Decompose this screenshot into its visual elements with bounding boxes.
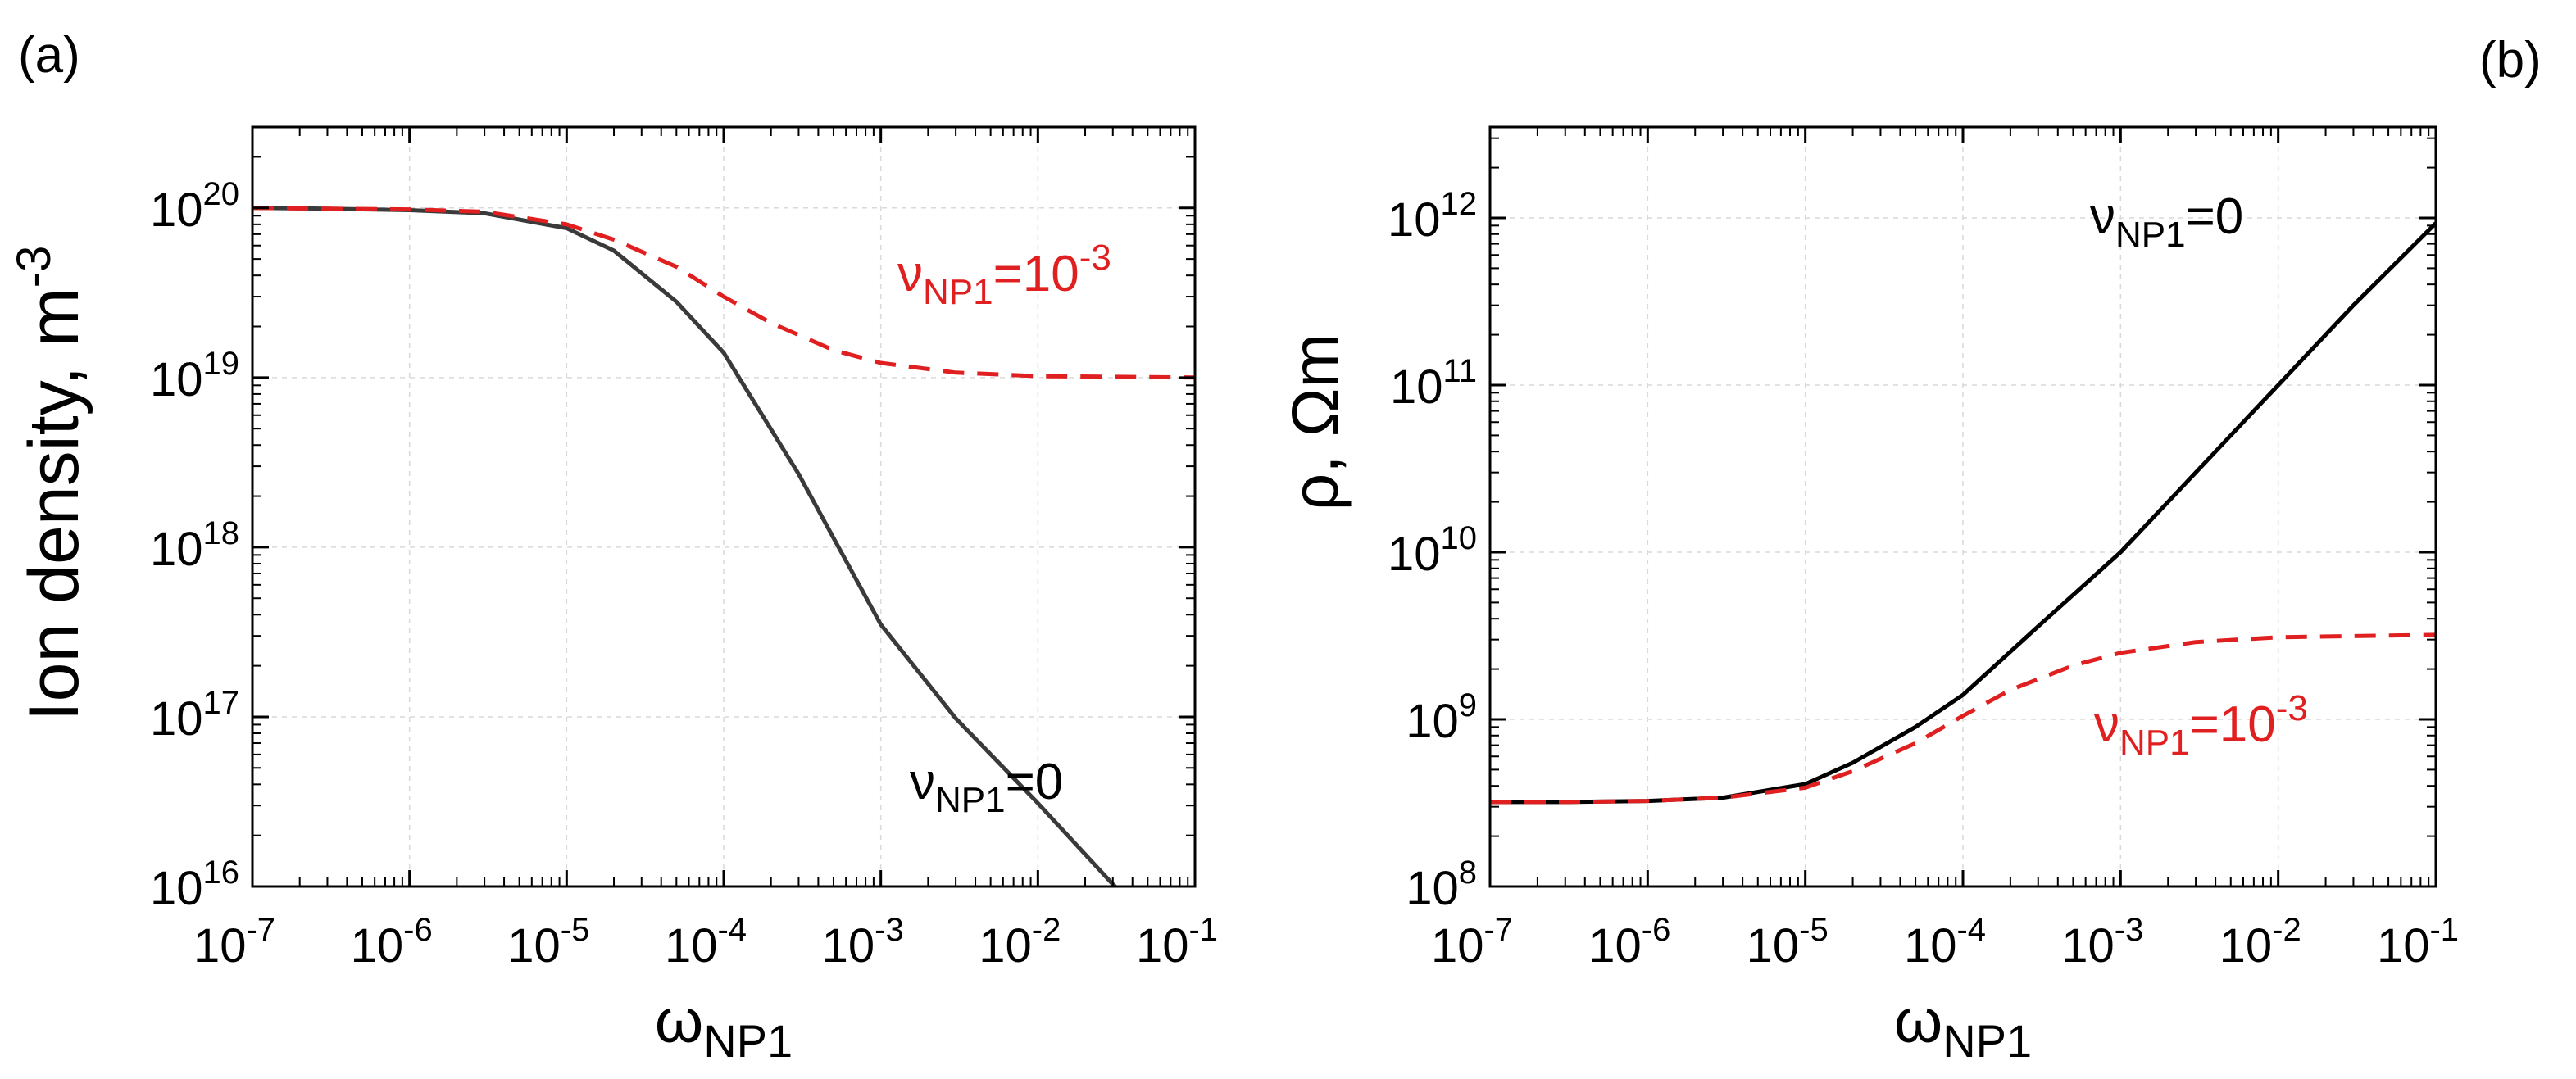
annotation-nu-0: νNP1=0 xyxy=(910,754,1063,820)
y-tick-label: 1012 xyxy=(1388,186,1477,247)
y-tick-label: 1016 xyxy=(150,855,239,915)
plot-frame xyxy=(1488,125,2437,888)
series-nu-0-line xyxy=(252,206,1118,886)
x-axis-label: ωNP1 xyxy=(655,986,793,1067)
x-tick-label: 10-2 xyxy=(979,912,1061,972)
y-tick-label: 109 xyxy=(1406,687,1477,748)
series-nu-1e-3-line xyxy=(1490,632,2436,805)
panel-a-label: (a) xyxy=(18,27,80,84)
x-tick-label: 10-3 xyxy=(822,912,904,972)
y-axis-label: ρ, Ωm xyxy=(1279,333,1352,510)
y-tick-label: 1011 xyxy=(1390,353,1477,414)
annotation-nu-0: νNP1=0 xyxy=(2090,188,2243,255)
x-tick-label: 10-7 xyxy=(1431,912,1513,972)
y-tick-label: 108 xyxy=(1406,855,1477,915)
series-nu-1e-3-line xyxy=(252,206,1195,380)
x-tick-label: 10-7 xyxy=(193,912,275,972)
y-tick-label: 1010 xyxy=(1388,520,1477,581)
y-tick-label: 1019 xyxy=(150,346,239,406)
series-nu-0-line xyxy=(1490,221,2436,805)
annotation-nu-1e-3: νNP1=10-3 xyxy=(2094,688,2308,763)
x-tick-label: 10-1 xyxy=(2377,912,2459,972)
x-tick-label: 10-3 xyxy=(2061,912,2143,972)
y-tick-label: 1020 xyxy=(150,176,239,237)
x-tick-label: 10-4 xyxy=(1904,912,1986,972)
x-tick-label: 10-5 xyxy=(1747,912,1829,972)
y-axis-label: Ion density, m-3 xyxy=(7,246,93,722)
x-axis-label: ωNP1 xyxy=(1894,986,2032,1067)
x-tick-label: 10-5 xyxy=(507,912,589,972)
x-tick-label: 10-6 xyxy=(1588,912,1670,972)
panel-a-chart: 10-7 10-6 10-5 10-4 10-3 10-2 10-1 1016 1017 1018… xyxy=(7,125,1218,1067)
annotation-nu-1e-3: νNP1=10-3 xyxy=(897,238,1111,312)
y-tick-label: 1017 xyxy=(150,685,239,746)
y-tick-label: 1018 xyxy=(150,515,239,576)
panel-b-chart: 10-7 10-6 10-5 10-4 10-3 10-2 10-1 108 109 1010 10… xyxy=(1279,125,2459,1067)
x-tick-label: 10-2 xyxy=(2219,912,2301,972)
x-tick-label: 10-1 xyxy=(1136,912,1218,972)
panel-b-label: (b) xyxy=(2479,32,2542,88)
x-tick-label: 10-4 xyxy=(665,912,747,972)
x-tick-label: 10-6 xyxy=(351,912,433,972)
